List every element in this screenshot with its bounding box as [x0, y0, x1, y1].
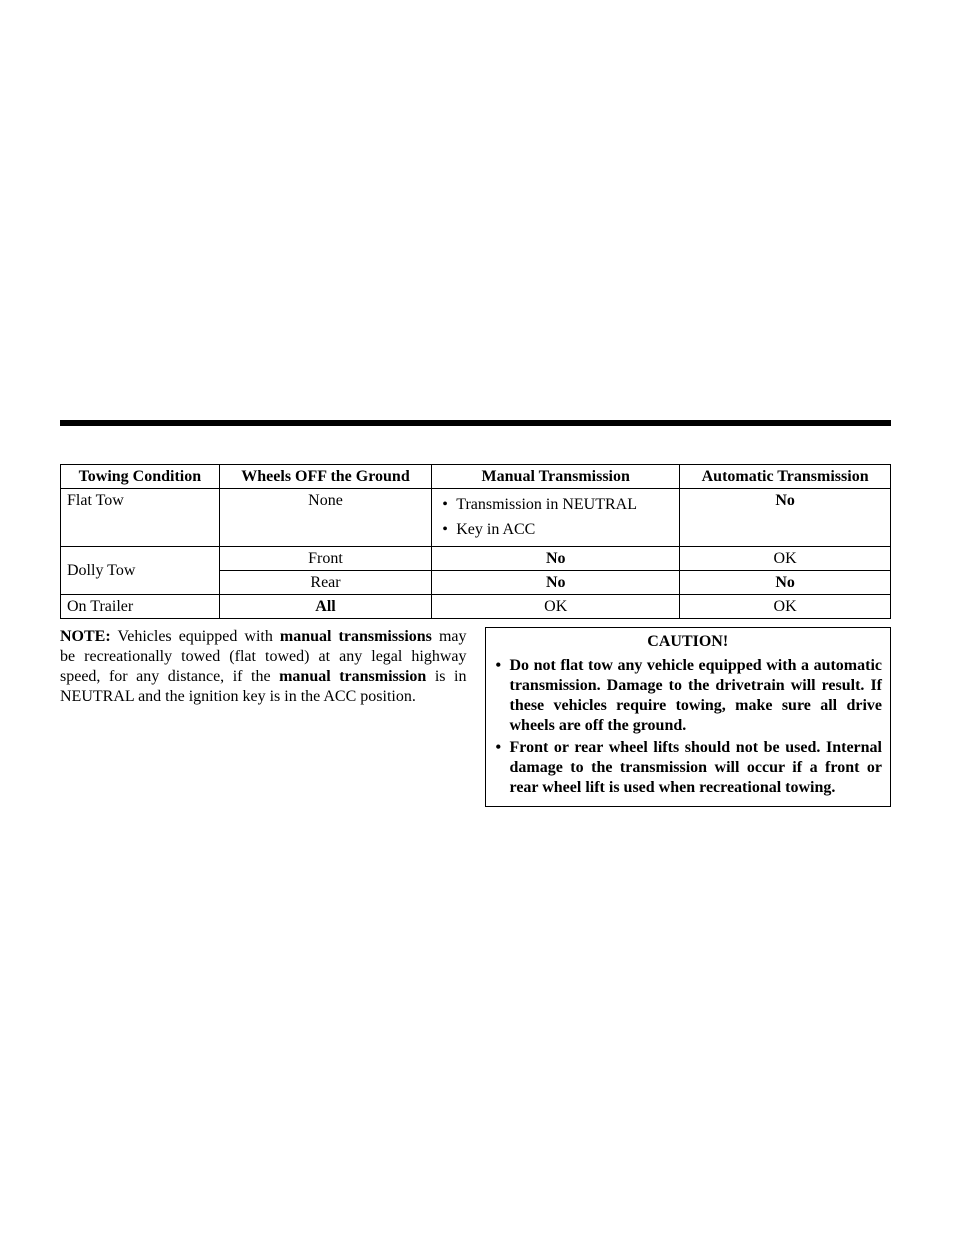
- col-header-auto: Automatic Transmission: [680, 465, 891, 489]
- caution-item-2: Front or rear wheel lifts should not be …: [496, 738, 883, 798]
- cell-dolly-front-auto: OK: [680, 546, 891, 570]
- cell-on-trailer-auto: OK: [680, 594, 891, 618]
- cell-dolly-rear-auto: No: [680, 570, 891, 594]
- cell-dolly-rear-manual: No: [432, 570, 680, 594]
- cell-on-trailer-wheels: All: [219, 594, 431, 618]
- cell-on-trailer-manual: OK: [432, 594, 680, 618]
- towing-table: Towing Condition Wheels OFF the Ground M…: [60, 464, 891, 619]
- col-header-manual: Manual Transmission: [432, 465, 680, 489]
- table-header-row: Towing Condition Wheels OFF the Ground M…: [61, 465, 891, 489]
- note-label: NOTE:: [60, 628, 111, 645]
- table-row: Dolly Tow Front No OK: [61, 546, 891, 570]
- note-bold-1: manual transmissions: [280, 628, 432, 645]
- cell-flat-tow-manual: Transmission in NEUTRAL Key in ACC: [432, 489, 680, 546]
- header-rule: [60, 420, 891, 426]
- note-text-pre: Vehicles equipped with: [111, 628, 280, 645]
- caution-title: CAUTION!: [486, 628, 891, 654]
- caution-box: CAUTION! Do not flat tow any vehicle equ…: [485, 627, 892, 807]
- manual-item-neutral: Transmission in NEUTRAL: [442, 495, 673, 514]
- col-header-wheels: Wheels OFF the Ground: [219, 465, 431, 489]
- note-bold-2: manual transmission: [279, 668, 426, 685]
- cell-flat-tow-condition: Flat Tow: [61, 489, 220, 546]
- manual-item-key: Key in ACC: [442, 520, 673, 539]
- cell-flat-tow-auto: No: [680, 489, 891, 546]
- col-header-towing-condition: Towing Condition: [61, 465, 220, 489]
- table-row: Flat Tow None Transmission in NEUTRAL Ke…: [61, 489, 891, 546]
- caution-item-1: Do not flat tow any vehicle equipped wit…: [496, 656, 883, 736]
- cell-on-trailer-condition: On Trailer: [61, 594, 220, 618]
- cell-dolly-front-wheels: Front: [219, 546, 431, 570]
- cell-dolly-tow-condition: Dolly Tow: [61, 546, 220, 594]
- note-paragraph: NOTE: Vehicles equipped with manual tran…: [60, 627, 467, 707]
- cell-flat-tow-wheels: None: [219, 489, 431, 546]
- table-row: On Trailer All OK OK: [61, 594, 891, 618]
- cell-dolly-front-manual: No: [432, 546, 680, 570]
- cell-dolly-rear-wheels: Rear: [219, 570, 431, 594]
